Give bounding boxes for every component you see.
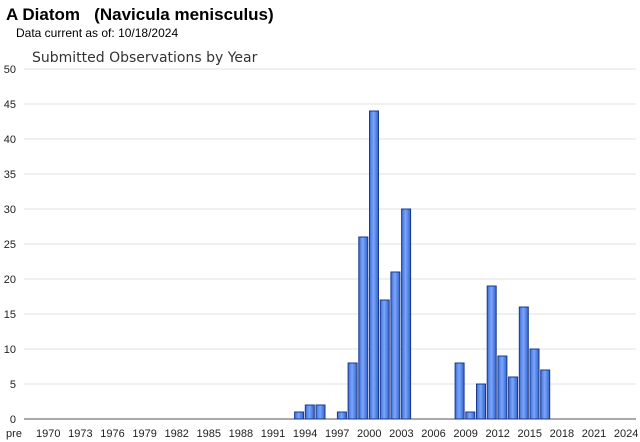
y-tick-label: 50 bbox=[4, 64, 16, 76]
chart-title: Submitted Observations by Year bbox=[32, 50, 258, 66]
x-tick-label: 2015 bbox=[518, 428, 542, 440]
y-tick-label: 35 bbox=[4, 169, 16, 181]
bar-2009 bbox=[454, 362, 465, 420]
bar-2016 bbox=[529, 348, 540, 420]
bar-2017 bbox=[540, 369, 551, 420]
bar-2013 bbox=[497, 355, 508, 420]
bar-2010 bbox=[465, 411, 476, 420]
y-tick-label: 20 bbox=[4, 274, 16, 286]
bar-2011 bbox=[476, 383, 486, 420]
x-tick-label: 2021 bbox=[582, 428, 606, 440]
bar-2002 bbox=[379, 299, 390, 420]
data-current-date: 10/18/2024 bbox=[118, 26, 179, 40]
bars bbox=[294, 110, 551, 420]
bar-2012 bbox=[486, 285, 497, 420]
x-tick-label: 1994 bbox=[293, 428, 317, 440]
y-tick-label: 30 bbox=[4, 204, 16, 216]
grid-lines bbox=[24, 68, 636, 420]
page-title: A Diatom (Navicula menisculus) bbox=[6, 5, 274, 25]
x-tick-label: 2018 bbox=[550, 428, 574, 440]
bar-2001 bbox=[369, 110, 379, 420]
y-tick-label: 5 bbox=[10, 379, 16, 391]
x-tick-label: 2000 bbox=[357, 428, 381, 440]
x-tick-label: 2009 bbox=[453, 428, 477, 440]
y-tick-labels: 0 5 10 15 20 25 30 35 40 45 50 bbox=[4, 64, 16, 426]
y-tick-label: 15 bbox=[4, 309, 16, 321]
x-tick-label: 2024 bbox=[614, 428, 638, 440]
data-current-line: Data current as of: 10/18/2024 bbox=[16, 26, 178, 40]
x-tick-labels: pre 1970 1973 1976 1979 1982 1985 1988 1991 1994 1… bbox=[6, 428, 638, 440]
bar-2015 bbox=[518, 306, 529, 420]
bar-2004 bbox=[401, 208, 412, 420]
x-tick-label: 1976 bbox=[100, 428, 124, 440]
y-tick-label: 40 bbox=[4, 134, 16, 146]
bar-2003 bbox=[390, 271, 401, 420]
bar-1999 bbox=[347, 362, 358, 420]
y-tick-label: 10 bbox=[4, 344, 16, 356]
data-current-label: Data current as of: bbox=[16, 26, 115, 40]
x-tick-label: 1997 bbox=[325, 428, 349, 440]
x-tick-label: 1985 bbox=[197, 428, 221, 440]
bar-1994 bbox=[294, 411, 305, 420]
y-tick-label: 45 bbox=[4, 99, 16, 111]
y-tick-label: 25 bbox=[4, 239, 16, 251]
x-tick-label: 2006 bbox=[421, 428, 445, 440]
x-tick-label: 1991 bbox=[261, 428, 285, 440]
x-tick-label: 1973 bbox=[68, 428, 92, 440]
x-tick-label: 1970 bbox=[36, 428, 60, 440]
x-tick-label: 2012 bbox=[485, 428, 509, 440]
y-tick-label: 0 bbox=[10, 414, 16, 426]
bar-1995 bbox=[304, 404, 315, 420]
x-tick-label: 1979 bbox=[132, 428, 156, 440]
scientific-name: (Navicula menisculus) bbox=[94, 5, 274, 24]
x-tick-label: pre bbox=[6, 428, 22, 440]
x-tick-label: 1988 bbox=[229, 428, 253, 440]
x-tick-label: 2003 bbox=[389, 428, 413, 440]
bar-2014 bbox=[508, 376, 519, 420]
x-tick-label: 1982 bbox=[164, 428, 188, 440]
common-name: A Diatom bbox=[6, 5, 80, 24]
bar-1996 bbox=[315, 404, 326, 420]
bar-2000 bbox=[358, 236, 369, 420]
bar-1998 bbox=[336, 411, 347, 420]
